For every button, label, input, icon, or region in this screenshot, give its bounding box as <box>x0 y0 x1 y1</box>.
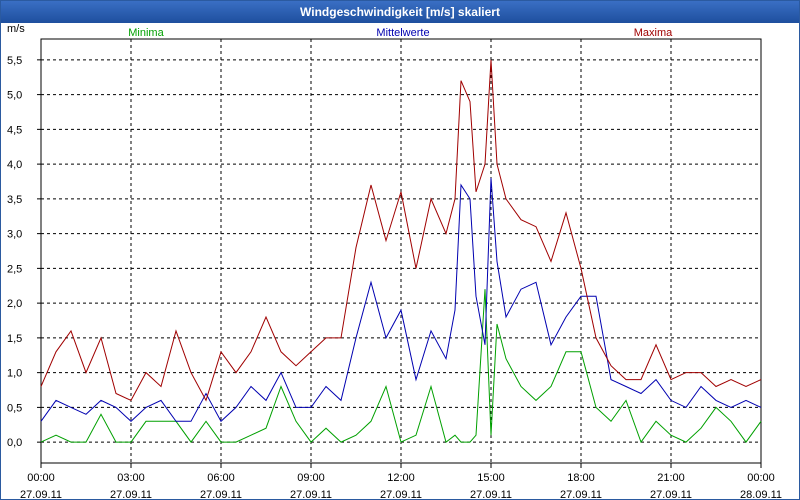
x-tick-time-label: 21:00 <box>657 472 685 484</box>
y-tick-label: 3,5 <box>7 194 22 206</box>
wind-speed-chart: 0,0 0,5 1,0 1,5 2,0 2,5 3,0 3,5 4,0 4,5 5,0 5,5 m/s 0… <box>7 23 782 499</box>
x-tick-date-label: 27.09.11 <box>110 489 152 499</box>
x-tick-time-label: 15:00 <box>477 472 505 484</box>
series-line-maxima <box>40 59 762 402</box>
x-tick-date-label: 27.09.11 <box>470 489 512 499</box>
series-line-minima <box>40 289 762 444</box>
x-tick-date-label: 27.09.11 <box>20 489 62 499</box>
y-tick-label: 1,0 <box>7 368 22 380</box>
y-tick-label: 4,5 <box>7 124 22 136</box>
x-tick-date-label: 28.09.11 <box>740 489 782 499</box>
x-tick-date-label: 27.09.11 <box>380 489 422 499</box>
x-tick-time-label: 00:00 <box>747 472 775 484</box>
x-tick-time-label: 03:00 <box>117 472 145 484</box>
y-tick-label: 2,0 <box>7 298 22 310</box>
y-tick-label: 4,0 <box>7 159 22 171</box>
legend-maxima: Maxima <box>634 27 673 39</box>
y-tick-label: 0,5 <box>7 402 22 414</box>
y-tick-label: 1,5 <box>7 333 22 345</box>
x-tick-time-label: 09:00 <box>297 472 325 484</box>
x-tick-date-label: 27.09.11 <box>650 489 692 499</box>
x-tick-time-label: 18:00 <box>567 472 595 484</box>
y-tick-label: 0,0 <box>7 437 22 449</box>
x-tick-date-label: 27.09.11 <box>290 489 332 499</box>
x-tick-date-label: 27.09.11 <box>560 489 602 499</box>
x-tick-date-label: 27.09.11 <box>200 489 242 499</box>
x-tick-time-label: 00:00 <box>27 472 55 484</box>
x-tick-time-label: 06:00 <box>207 472 235 484</box>
legend-mittelwerte: Mittelwerte <box>376 27 429 39</box>
y-tick-label: 2,5 <box>7 263 22 275</box>
y-axis-label: m/s <box>7 23 25 35</box>
y-tick-label: 5,0 <box>7 90 22 102</box>
window-title: Windgeschwindigkeit [m/s] skaliert <box>1 1 799 23</box>
x-tick-time-label: 12:00 <box>387 472 415 484</box>
y-tick-label: 3,0 <box>7 229 22 241</box>
series-line-mittelwerte <box>40 177 762 423</box>
y-tick-label: 5,5 <box>7 55 22 67</box>
legend-minima: Minima <box>128 27 164 39</box>
